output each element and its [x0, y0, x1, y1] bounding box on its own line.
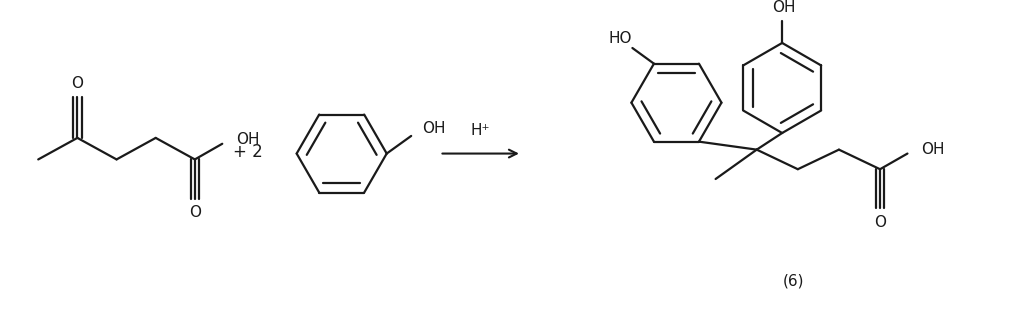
Text: H⁺: H⁺ [471, 122, 490, 138]
Text: OH: OH [922, 142, 945, 157]
Text: OH: OH [422, 121, 445, 135]
Text: O: O [188, 205, 201, 220]
Text: O: O [72, 76, 83, 91]
Text: HO: HO [609, 31, 633, 46]
Text: O: O [874, 215, 886, 230]
Text: OH: OH [236, 132, 259, 147]
Text: OH: OH [772, 0, 796, 15]
Text: + 2: + 2 [232, 142, 262, 161]
Text: (6): (6) [783, 273, 805, 288]
